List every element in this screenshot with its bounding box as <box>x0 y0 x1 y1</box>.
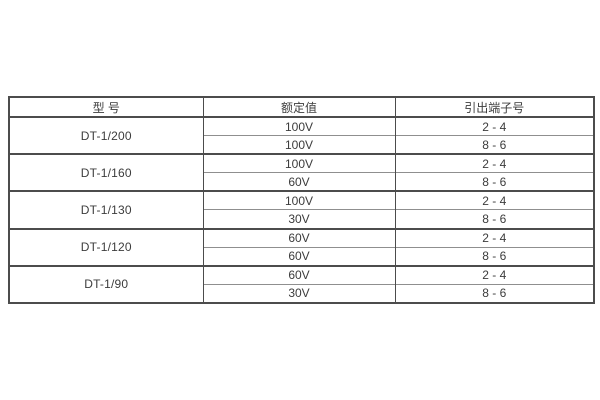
table-row: 100V 8 - 6 <box>9 135 595 155</box>
rated-value-cell: 100V <box>202 190 396 210</box>
table-row: 30V 8 - 6 <box>9 283 595 303</box>
terminal-no-cell: 2 - 4 <box>394 227 595 248</box>
column-header-rated-value: 额定值 <box>202 97 396 118</box>
rated-value-cell: 30V <box>202 283 396 303</box>
terminal-no-cell: 8 - 6 <box>394 283 595 303</box>
terminal-no-cell: 2 - 4 <box>394 153 595 173</box>
spec-table: 型 号 额定值 引出端子号 DT-1/200 100V 2 - 4 100V 8… <box>8 96 595 304</box>
rated-value-cell: 100V <box>202 153 396 173</box>
model-cell: DT-1/90 <box>8 264 204 303</box>
table-row: DT-1/120 60V 2 - 4 <box>8 227 595 266</box>
terminal-no-cell: 2 - 4 <box>394 190 595 210</box>
spec-table-container: 型 号 额定值 引出端子号 DT-1/200 100V 2 - 4 100V 8… <box>8 96 595 304</box>
rated-value-cell: 60V <box>202 227 396 248</box>
terminal-no-cell: 8 - 6 <box>394 209 595 229</box>
rated-value-cell: 60V <box>202 264 396 285</box>
model-cell: DT-1/200 <box>8 115 204 155</box>
table-row: 60V 8 - 6 <box>9 172 595 192</box>
rated-value-cell: 60V <box>202 246 396 266</box>
rated-value-cell: 30V <box>202 209 396 229</box>
terminal-no-cell: 2 - 4 <box>394 264 595 285</box>
rated-value-cell: 100V <box>202 135 396 155</box>
table-row: DT-1/200 100V 2 - 4 <box>8 115 595 155</box>
table-row: DT-1/160 100V 2 - 4 <box>8 153 595 192</box>
table-header-row: 型 号 额定值 引出端子号 <box>8 97 595 118</box>
terminal-no-cell: 8 - 6 <box>394 172 595 192</box>
rated-value-cell: 60V <box>202 172 396 192</box>
table-row: DT-1/130 100V 2 - 4 <box>8 190 595 229</box>
terminal-no-cell: 8 - 6 <box>394 135 595 155</box>
table-row: 30V 8 - 6 <box>9 209 595 229</box>
table-row: 60V 8 - 6 <box>9 246 595 266</box>
model-cell: DT-1/120 <box>8 227 204 266</box>
column-header-model: 型 号 <box>8 97 204 118</box>
terminal-no-cell: 8 - 6 <box>394 246 595 266</box>
column-header-terminal-no: 引出端子号 <box>394 97 595 118</box>
rated-value-cell: 100V <box>202 116 396 136</box>
model-cell: DT-1/160 <box>8 153 204 192</box>
model-cell: DT-1/130 <box>8 190 204 229</box>
table-row: DT-1/90 60V 2 - 4 <box>8 264 595 303</box>
terminal-no-cell: 2 - 4 <box>394 116 595 136</box>
